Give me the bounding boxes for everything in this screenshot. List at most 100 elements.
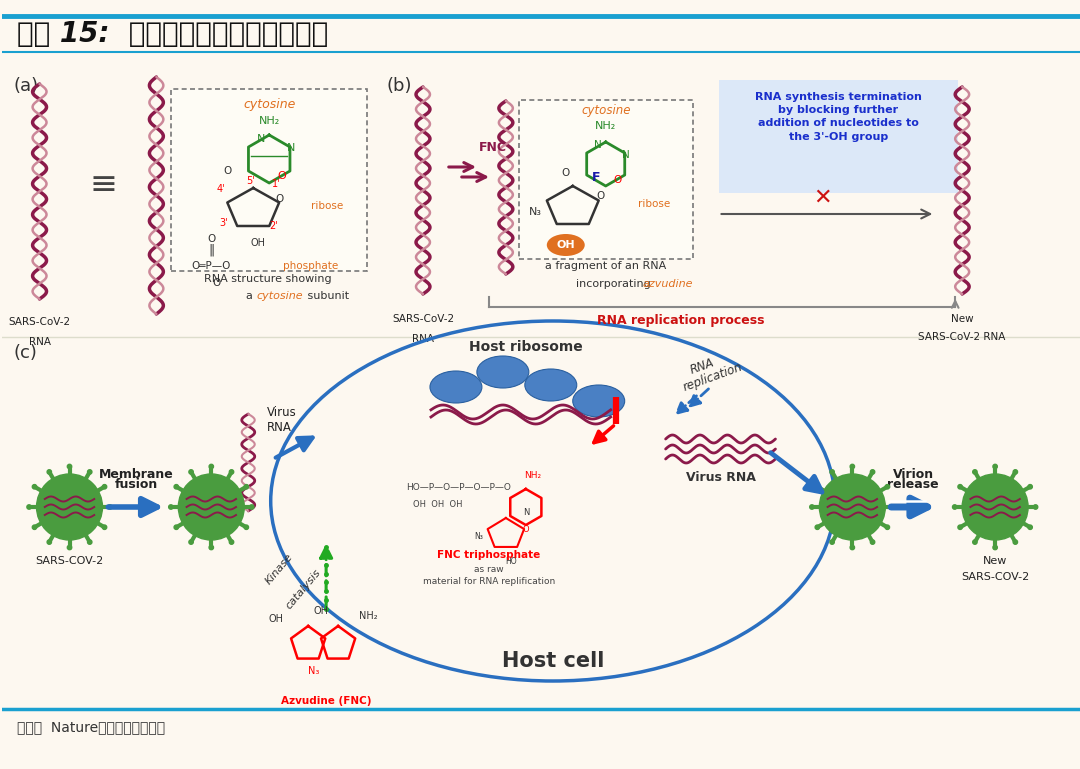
Circle shape [993,464,997,468]
Text: RNA replication process: RNA replication process [597,314,765,327]
Text: OH: OH [556,240,575,250]
Circle shape [244,525,248,529]
Text: replication: replication [681,361,744,394]
Circle shape [189,540,193,544]
Text: fusion: fusion [114,478,158,491]
Text: cytosine: cytosine [256,291,302,301]
Text: ‖: ‖ [208,244,215,257]
Circle shape [973,470,977,474]
Text: OH: OH [313,606,328,616]
Circle shape [958,484,962,489]
Text: SARS-CoV-2: SARS-CoV-2 [392,314,454,324]
Circle shape [32,525,37,529]
Ellipse shape [430,371,482,403]
Text: O═P—O: O═P—O [191,261,231,271]
Circle shape [1013,540,1017,544]
Circle shape [168,504,173,509]
Text: RNA: RNA [267,421,292,434]
Circle shape [103,484,107,489]
Text: SARS-COV-2: SARS-COV-2 [36,556,104,566]
Text: RNA structure showing: RNA structure showing [204,274,332,284]
Circle shape [37,474,103,540]
FancyBboxPatch shape [718,80,958,193]
Text: O: O [523,525,529,534]
Text: HO—P—O—P—O—P—O: HO—P—O—P—O—P—O [406,482,511,491]
Circle shape [886,484,890,489]
Text: OH: OH [269,614,284,624]
Text: catalysis: catalysis [284,568,323,611]
Text: release: release [888,478,940,491]
Circle shape [820,474,886,540]
Text: as raw: as raw [474,564,503,574]
Circle shape [178,474,244,540]
Text: O: O [562,168,570,178]
Circle shape [829,470,835,474]
Text: OH  OH  OH: OH OH OH [413,500,462,508]
Text: N: N [523,508,529,517]
Text: a: a [246,291,257,301]
Circle shape [1013,470,1017,474]
Text: N₃: N₃ [474,532,484,541]
Text: Azvudine (FNC): Azvudine (FNC) [281,696,372,706]
Text: Virus: Virus [267,406,297,419]
Circle shape [87,470,92,474]
Text: N: N [594,140,602,150]
Circle shape [1034,504,1038,509]
Text: azvudine: azvudine [643,279,693,289]
Circle shape [815,525,820,529]
Circle shape [973,540,977,544]
Text: FNC triphosphate: FNC triphosphate [437,550,540,560]
Circle shape [249,504,254,509]
Text: N: N [287,143,295,153]
Text: N₃: N₃ [309,666,320,676]
Text: (c): (c) [14,344,38,362]
Text: NH₂: NH₂ [258,116,280,126]
Text: O: O [275,194,283,204]
Circle shape [174,525,178,529]
Circle shape [870,540,875,544]
Text: FNC: FNC [478,141,507,154]
Text: SARS-CoV-2 RNA: SARS-CoV-2 RNA [918,332,1005,342]
FancyBboxPatch shape [518,100,692,259]
Text: ≡: ≡ [90,168,118,201]
Circle shape [67,464,71,468]
FancyBboxPatch shape [172,89,367,271]
Circle shape [870,470,875,474]
Ellipse shape [525,369,577,401]
Text: O: O [596,191,605,201]
Text: OH: OH [251,238,266,248]
Text: HO: HO [505,557,516,566]
Text: ribose: ribose [637,199,670,209]
Text: phosphate: phosphate [283,261,338,271]
Circle shape [108,504,112,509]
Text: cytosine: cytosine [581,104,631,117]
Text: Membrane: Membrane [99,468,174,481]
Text: New: New [983,556,1008,566]
Text: Host ribosome: Host ribosome [469,340,583,354]
Circle shape [953,504,957,509]
Text: O: O [212,278,220,288]
Text: a fragment of an RNA: a fragment of an RNA [545,261,666,271]
Circle shape [962,474,1028,540]
Circle shape [229,540,233,544]
Circle shape [829,540,835,544]
Text: SARS-COV-2: SARS-COV-2 [961,572,1029,582]
Text: 5': 5' [246,176,255,186]
Circle shape [815,484,820,489]
Text: RNA: RNA [28,337,51,347]
Text: Host cell: Host cell [501,651,604,671]
Text: 2': 2' [269,221,278,231]
Text: 1': 1' [272,179,281,189]
Text: O: O [224,166,231,176]
Circle shape [1028,484,1032,489]
Circle shape [244,484,248,489]
Text: ✕: ✕ [813,188,832,208]
Circle shape [103,525,107,529]
Text: N: N [622,150,630,160]
Text: O: O [207,234,215,244]
Circle shape [67,545,71,550]
Text: SARS-CoV-2: SARS-CoV-2 [9,317,70,327]
Text: Virus RNA: Virus RNA [686,471,756,484]
Text: NH₂: NH₂ [359,611,377,621]
Text: material for RNA replification: material for RNA replification [422,578,555,587]
